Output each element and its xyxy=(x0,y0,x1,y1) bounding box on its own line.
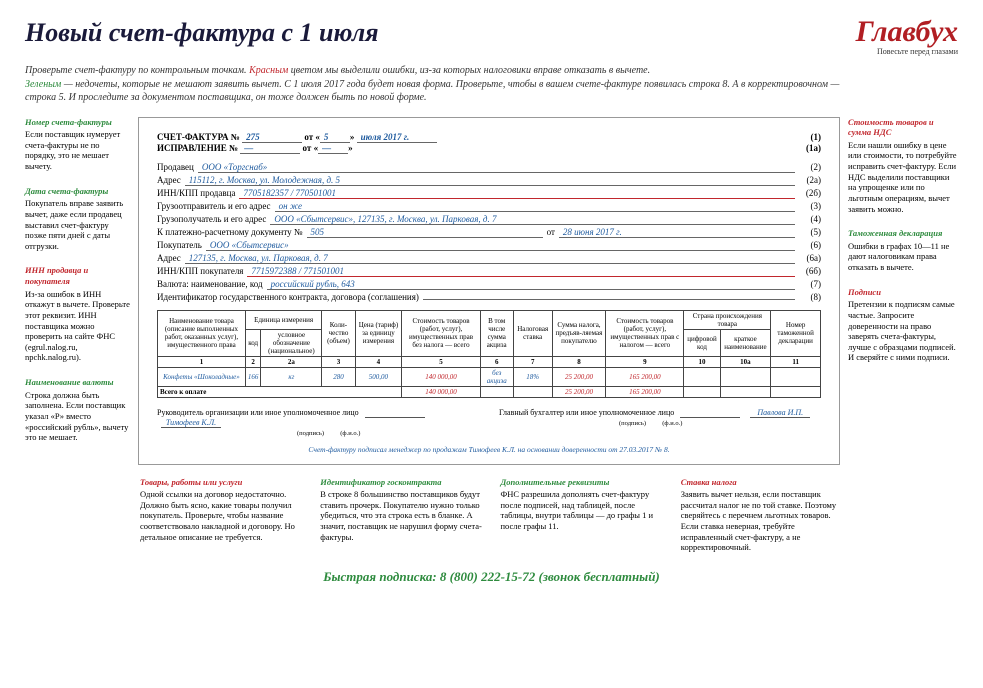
intro-text: Проверьте счет-фактуру по контрольным то… xyxy=(25,64,845,105)
right-annotations: Стоимость товаров и сумма НДСЕсли нашли … xyxy=(848,117,958,465)
logo: Главбух Повесьте перед глазами xyxy=(856,18,958,56)
left-annotations: Номер счета-фактурыЕсли поставщик нумеру… xyxy=(25,117,130,465)
subscribe-line: Быстрая подписка: 8 (800) 222-15-72 (зво… xyxy=(25,569,958,585)
bottom-annotations: Товары, работы или услугиОдной ссылки на… xyxy=(25,477,958,553)
signature-footnote: Счет-фактуру подписал менеджер по продаж… xyxy=(157,445,821,454)
invoice-table: Наименование товара (описание выполненны… xyxy=(157,310,821,398)
invoice-document: СЧЕТ-ФАКТУРА № 275 от «5» июля 2017 г. (… xyxy=(138,117,840,465)
page-title: Новый счет-фактура с 1 июля xyxy=(25,18,379,48)
signature-area: Руководитель организации или иное уполно… xyxy=(157,408,821,437)
